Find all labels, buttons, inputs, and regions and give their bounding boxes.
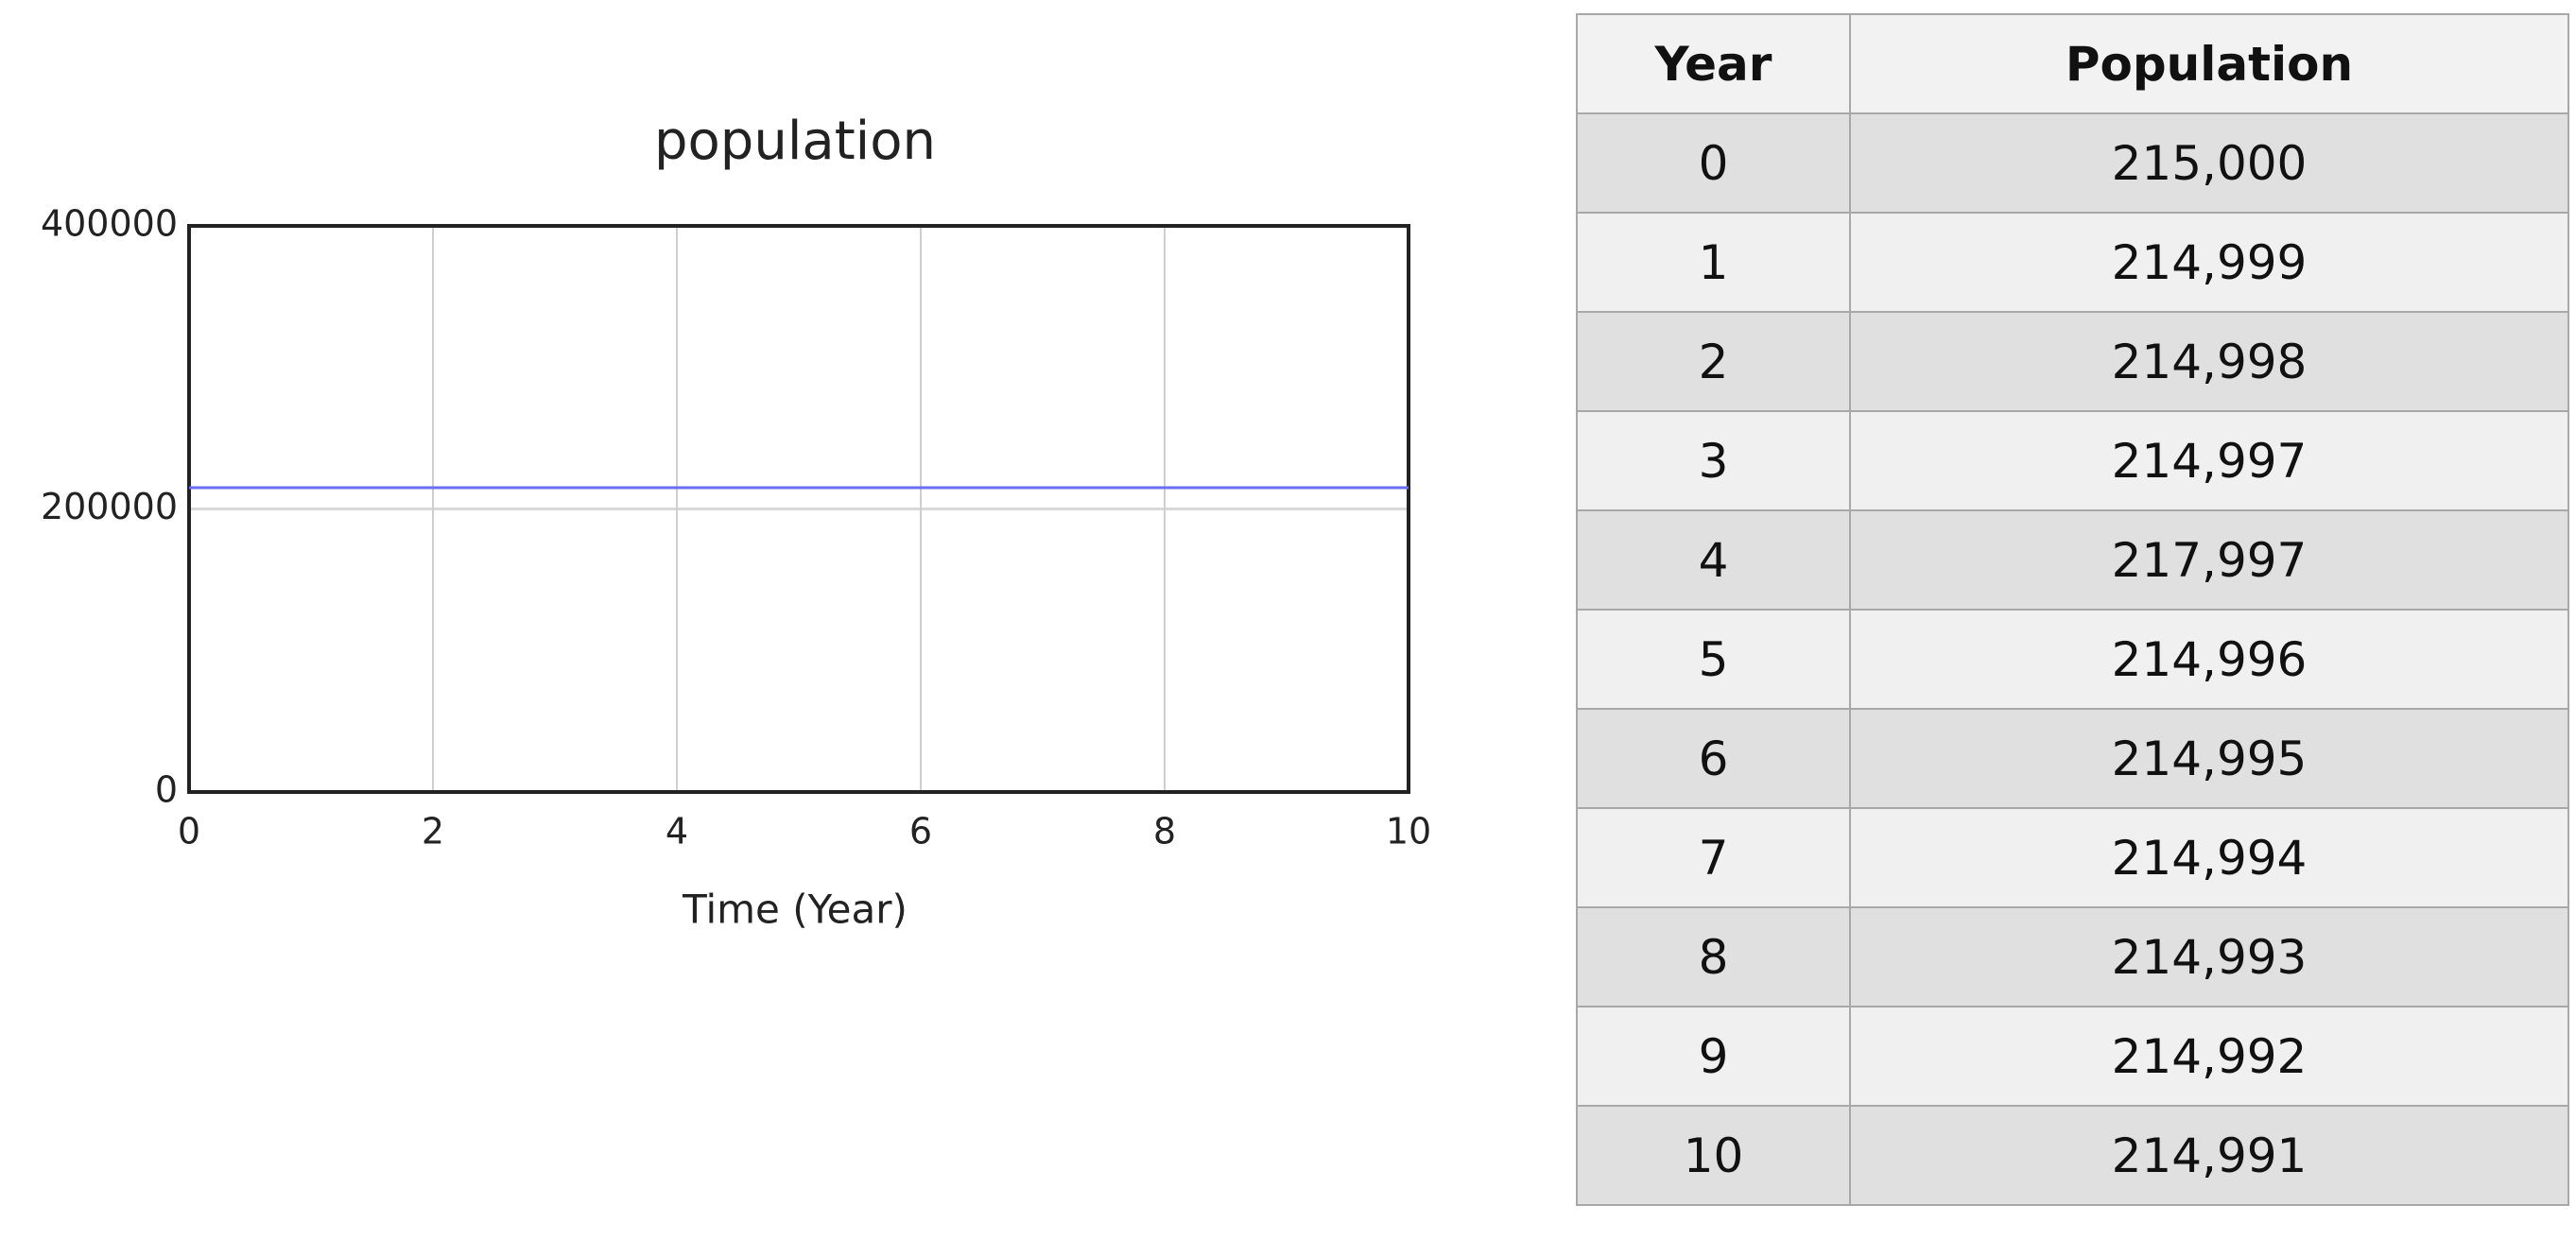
x-axis-label: Time (Year) xyxy=(682,887,908,933)
table-cell: 4 xyxy=(1576,509,1851,611)
table-cell: 214,998 xyxy=(1849,311,2569,412)
table-body: 0 215,000 1 214,999 2 214,998 3 214,997 4 217,997… xyxy=(1576,112,2569,1206)
table-cell: 214,995 xyxy=(1849,708,2569,809)
header-cell: Population xyxy=(1849,13,2569,114)
table-cell: 2 xyxy=(1576,311,1851,412)
y-tick-label: 200000 xyxy=(41,486,178,527)
chart: population Time (Year) 0 200000 400000 0 2 4 6… xyxy=(41,111,1431,933)
table-row: 7 214,994 xyxy=(1576,807,2569,908)
table-row: 8 214,993 xyxy=(1576,906,2569,1008)
table-cell: 7 xyxy=(1576,807,1851,908)
table-cell: 215,000 xyxy=(1849,112,2569,214)
table-cell: 217,997 xyxy=(1849,509,2569,611)
x-tick-label: 8 xyxy=(1153,811,1176,852)
table-cell: 214,991 xyxy=(1849,1105,2569,1206)
table-row: 3 214,997 xyxy=(1576,410,2569,511)
table-cell: 214,993 xyxy=(1849,906,2569,1008)
table-cell: 0 xyxy=(1576,112,1851,214)
table-row: 10 214,991 xyxy=(1576,1105,2569,1206)
table-row: 4 217,997 xyxy=(1576,509,2569,611)
table-cell: 5 xyxy=(1576,609,1851,710)
table-cell: 214,992 xyxy=(1849,1006,2569,1107)
x-tick-label: 2 xyxy=(422,811,444,852)
table-cell: 214,996 xyxy=(1849,609,2569,710)
table-cell: 3 xyxy=(1576,410,1851,511)
chart-title: population xyxy=(654,111,936,172)
table-row: 5 214,996 xyxy=(1576,609,2569,710)
table-row: 9 214,992 xyxy=(1576,1006,2569,1107)
table-cell: 214,997 xyxy=(1849,410,2569,511)
y-tick-label: 0 xyxy=(155,769,178,811)
x-tick-label: 6 xyxy=(909,811,932,852)
table-row: 0 215,000 xyxy=(1576,112,2569,214)
table-cell: 214,994 xyxy=(1849,807,2569,908)
table-row: 6 214,995 xyxy=(1576,708,2569,809)
header-cell: Year xyxy=(1576,13,1851,114)
header-row: Year Population xyxy=(1576,13,2569,114)
table-row: 1 214,999 xyxy=(1576,212,2569,313)
table-cell: 9 xyxy=(1576,1006,1851,1107)
table-row: 2 214,998 xyxy=(1576,311,2569,412)
y-tick-label: 400000 xyxy=(41,203,178,245)
x-tick-label: 4 xyxy=(666,811,688,852)
table-cell: 10 xyxy=(1576,1105,1851,1206)
table-cell: 214,999 xyxy=(1849,212,2569,313)
x-tick-label: 0 xyxy=(178,811,200,852)
table-cell: 1 xyxy=(1576,212,1851,313)
table-cell: 6 xyxy=(1576,708,1851,809)
table-cell: 8 xyxy=(1576,906,1851,1008)
x-tick-label: 10 xyxy=(1386,811,1431,852)
plot-frame xyxy=(187,224,1410,794)
data-table: Year Population 0 215,000 1 214,999 2 214,998 3… xyxy=(1576,13,2569,1206)
